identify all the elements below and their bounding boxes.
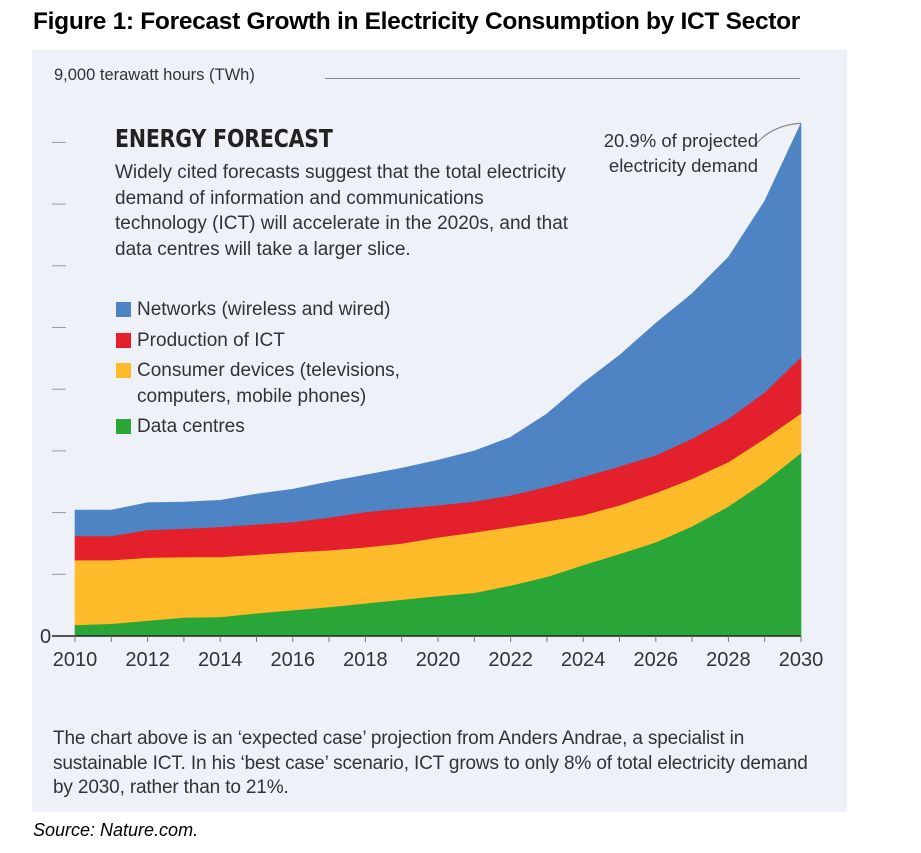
annotation-leader-line	[754, 122, 802, 146]
legend-item-consumer-devices: Consumer devices (televisions, computers…	[116, 358, 457, 409]
legend-swatch-consumer-devices	[116, 363, 131, 379]
legend-label: Data centres	[137, 416, 245, 438]
x-tick-label: 2012	[125, 649, 170, 671]
legend: Networks (wireless and wired) Production…	[116, 297, 457, 445]
x-tick-label: 2024	[561, 649, 606, 671]
y-axis-label: 9,000 terawatt hours (TWh)	[54, 66, 255, 84]
legend-swatch-networks	[116, 302, 131, 317]
legend-label: Production of ICT	[137, 329, 285, 351]
x-tick-label: 2016	[271, 649, 316, 671]
legend-swatch-data-centres	[116, 419, 131, 435]
figure-title: Figure 1: Forecast Growth in Electricity…	[33, 8, 801, 35]
chart-subtitle: Widely cited forecasts suggest that the …	[115, 162, 569, 260]
x-tick-label: 2018	[343, 649, 388, 671]
x-tick-label: 2030	[779, 649, 824, 671]
annotation-label: 20.9% of projected electricity demand	[603, 130, 758, 176]
legend-label: Consumer devices (televisions, computers…	[137, 360, 400, 407]
legend-swatch-production	[116, 332, 131, 348]
chart-footnote: The chart above is an ‘expected case’ pr…	[53, 728, 808, 798]
x-tick-label: 2026	[634, 649, 679, 671]
x-tick-label: 2014	[198, 649, 243, 671]
legend-label: Networks (wireless and wired)	[137, 299, 391, 320]
legend-item-data-centres: Data centres	[116, 414, 457, 440]
y-tick-label: 0	[40, 626, 51, 648]
x-tick-label: 2020	[416, 649, 461, 671]
legend-item-production: Production of ICT	[116, 328, 457, 354]
source-note: Source: Nature.com.	[33, 820, 199, 840]
chart-title: ENERGY FORECAST	[115, 124, 333, 153]
area-series-networks	[74, 123, 802, 537]
x-tick-label: 2022	[488, 649, 533, 671]
x-tick-label: 2028	[706, 649, 751, 671]
legend-item-networks: Networks (wireless and wired)	[116, 297, 457, 323]
y-max-gridline	[325, 78, 800, 79]
x-tick-label: 2010	[53, 649, 98, 671]
